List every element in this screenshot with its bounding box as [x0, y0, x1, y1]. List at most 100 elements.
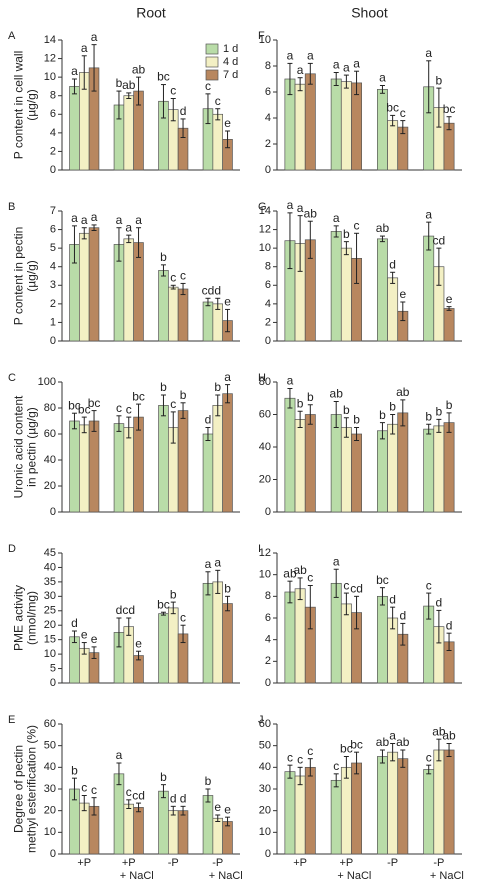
- error-bar: [287, 62, 293, 96]
- y-tick-label: 35: [44, 576, 56, 588]
- error-bar: [343, 592, 349, 616]
- error-bar: [343, 241, 349, 256]
- y-tick-label: 10: [44, 826, 56, 838]
- y-axis-label: Degree of pectin: [12, 745, 26, 833]
- y-tick-label: 40: [44, 561, 56, 573]
- bar: [168, 286, 179, 342]
- y-axis-label: methyl esterification (%): [25, 725, 39, 853]
- x-tick-label: -P: [387, 857, 398, 869]
- significance-letter: c: [343, 578, 349, 592]
- error-bar: [160, 784, 166, 799]
- error-bar: [333, 773, 339, 788]
- bar: [351, 433, 362, 513]
- bar: [113, 773, 125, 855]
- significance-letter: e: [81, 628, 88, 642]
- y-tick-label: 1: [50, 316, 56, 328]
- y-tick-label: 2: [265, 655, 271, 667]
- significance-letter: b: [353, 413, 360, 427]
- significance-letter: d: [436, 596, 443, 610]
- bar: [294, 588, 306, 684]
- y-tick-label: 2: [265, 138, 271, 150]
- y-axis-label: PME activity: [12, 585, 26, 651]
- error-bar: [297, 77, 303, 92]
- bar: [158, 790, 169, 855]
- error-bar: [215, 814, 221, 822]
- error-bar: [297, 215, 303, 272]
- significance-letter: b: [307, 390, 314, 404]
- error-bar: [426, 764, 432, 775]
- bar: [133, 416, 144, 513]
- significance-letter: cd: [132, 788, 145, 802]
- x-tick-label: + NaCl: [430, 870, 464, 882]
- significance-letter: b: [343, 227, 350, 241]
- bar: [123, 238, 134, 342]
- x-tick-label: +P: [122, 857, 136, 869]
- x-tick-label: -P: [168, 857, 179, 869]
- y-tick-label: 0: [50, 677, 56, 689]
- error-bar: [205, 788, 211, 803]
- error-bar: [446, 743, 452, 757]
- significance-letter: a: [125, 220, 132, 234]
- error-bar: [343, 74, 349, 89]
- bar: [212, 581, 223, 684]
- error-bar: [436, 738, 442, 762]
- error-bar: [205, 427, 211, 441]
- bar: [69, 420, 80, 513]
- significance-letter: e: [446, 292, 453, 306]
- error-bar: [400, 301, 406, 322]
- bar: [79, 424, 90, 513]
- bar: [330, 779, 342, 855]
- y-tick-label: 60: [259, 718, 271, 730]
- panel-letter: F: [258, 30, 265, 42]
- y-tick-label: 30: [259, 783, 271, 795]
- bar: [443, 122, 455, 171]
- bar: [222, 603, 233, 684]
- significance-letter: a: [287, 198, 294, 212]
- bar: [294, 83, 306, 171]
- legend-label: 7 d: [223, 69, 238, 81]
- error-bar: [333, 72, 339, 86]
- significance-letter: e: [224, 116, 231, 130]
- error-bar: [136, 403, 142, 431]
- significance-letter: c: [180, 269, 186, 283]
- error-bar: [354, 70, 360, 96]
- significance-letter: bc: [340, 742, 353, 756]
- error-bar: [71, 630, 77, 644]
- error-bar: [297, 410, 303, 428]
- y-tick-label: 40: [259, 441, 271, 453]
- significance-letter: a: [91, 210, 98, 224]
- panel-letter: C: [8, 372, 16, 384]
- y-tick-label: 6: [50, 108, 56, 120]
- error-bar: [91, 646, 97, 659]
- error-bar: [116, 762, 122, 786]
- y-tick-label: 20: [259, 473, 271, 485]
- error-bar: [71, 777, 77, 801]
- error-bar: [170, 601, 176, 615]
- bar: [443, 422, 455, 513]
- bar: [212, 113, 223, 171]
- y-tick-label: 80: [259, 376, 271, 388]
- error-bar: [170, 284, 176, 290]
- error-bar: [136, 227, 142, 258]
- error-bar: [126, 234, 132, 244]
- bar: [284, 591, 296, 684]
- significance-letter: b: [446, 398, 453, 412]
- significance-letter: b: [214, 380, 221, 394]
- significance-letter: a: [135, 213, 142, 227]
- significance-letter: d: [399, 609, 406, 623]
- y-tick-label: 0: [50, 848, 56, 860]
- error-bar: [180, 282, 186, 296]
- column-title: Shoot: [351, 5, 388, 21]
- y-tick-label: 6: [265, 279, 271, 291]
- significance-letter: a: [116, 213, 123, 227]
- y-axis-label: P content in pectin: [12, 227, 26, 326]
- significance-letter: ab: [396, 735, 410, 749]
- bar: [113, 423, 125, 513]
- significance-letter: a: [71, 211, 78, 225]
- error-bar: [354, 751, 360, 775]
- error-bar: [91, 410, 97, 432]
- error-bar: [400, 622, 406, 646]
- y-tick-label: 40: [259, 761, 271, 773]
- significance-letter: b: [436, 73, 443, 87]
- y-axis-label: P content in cell wall: [12, 51, 26, 160]
